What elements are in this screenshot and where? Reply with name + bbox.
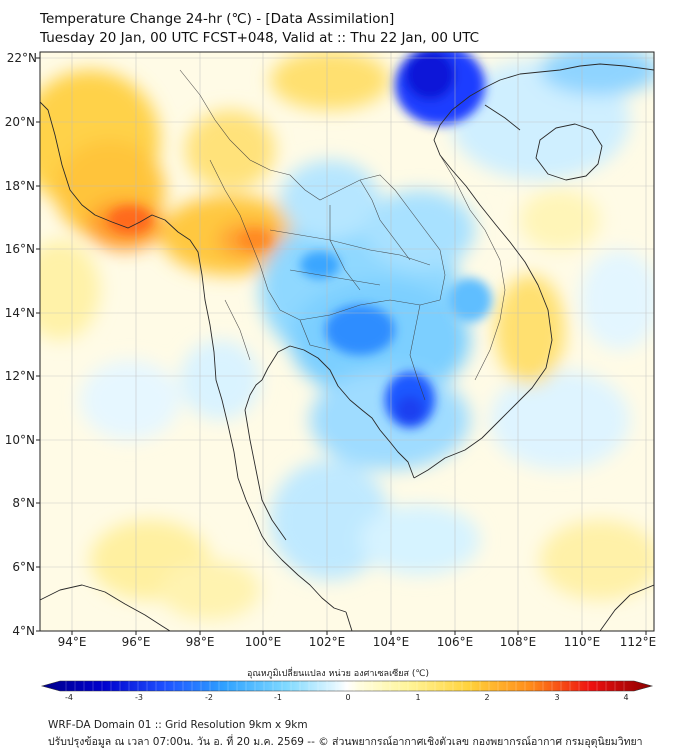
colorbar-title: อุณหภูมิเปลี่ยนแปลง หน่วย องศาเซลเซียส (… (246, 669, 430, 679)
colorbar-tick-label: 4 (623, 693, 628, 702)
colorbar-tick-label: -4 (65, 693, 73, 702)
colorbar: -4 -3 -2 -1 0 1 2 3 4 (40, 680, 654, 702)
lat-tick-label: 12°N (5, 369, 35, 383)
lon-tick-label: 100°E (245, 635, 282, 649)
gridlines (40, 52, 654, 631)
colorbar-tick-label: -2 (205, 693, 213, 702)
lon-tick-label: 108°E (500, 635, 537, 649)
colorbar-segments (65, 681, 625, 691)
footer-model-info: WRF-DA Domain 01 :: Grid Resolution 9km … (48, 719, 308, 731)
colorbar-tick-label: -3 (135, 693, 143, 702)
coastlines (40, 63, 654, 631)
lat-tick-label: 18°N (5, 179, 35, 193)
lat-tick-label: 4°N (12, 624, 35, 638)
lat-tick-label: 14°N (5, 306, 35, 320)
colorbar-tick-label: 1 (415, 693, 420, 702)
lon-tick-label: 96°E (122, 635, 151, 649)
lon-tick-label: 98°E (186, 635, 215, 649)
lon-tick-label: 102°E (309, 635, 346, 649)
colorbar-ramp (40, 680, 654, 692)
footer-credit: ปรับปรุงข้อมูล ณ เวลา 07:00น. วัน อ. ที่… (48, 736, 643, 748)
lat-tick-label: 10°N (5, 433, 35, 447)
colorbar-tick-label: 3 (554, 693, 559, 702)
temperature-field (40, 52, 654, 631)
lon-tick-label: 104°E (373, 635, 410, 649)
admin-borders (179, 69, 506, 401)
lat-tick-label: 20°N (5, 115, 35, 129)
lon-tick-label: 112°E (620, 635, 657, 649)
lat-tick-label: 22°N (7, 51, 37, 65)
lat-tick-label: 8°N (12, 496, 35, 510)
lon-tick-label: 106°E (437, 635, 474, 649)
map-frame (39, 51, 655, 632)
tick-marks (36, 57, 647, 635)
lon-tick-label: 110°E (564, 635, 601, 649)
colorbar-tick-label: 0 (345, 693, 350, 702)
lat-tick-label: 6°N (12, 560, 35, 574)
colorbar-tick-label: 2 (484, 693, 489, 702)
lon-tick-label: 94°E (58, 635, 87, 649)
map-title: Temperature Change 24-hr (℃) - [Data Ass… (40, 11, 395, 27)
colorbar-tick-label: -1 (274, 693, 282, 702)
lat-tick-label: 16°N (5, 242, 35, 256)
map-subtitle: Tuesday 20 Jan, 00 UTC FCST+048, Valid a… (40, 30, 480, 46)
